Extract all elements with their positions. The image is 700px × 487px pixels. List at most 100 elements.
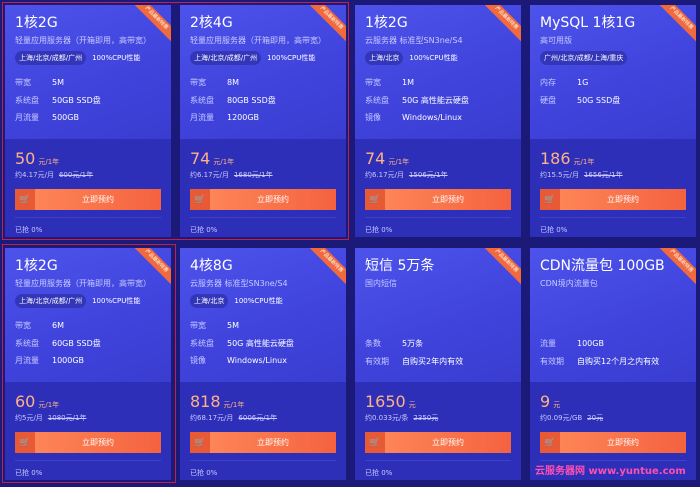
spec-row: 月流量 1200GB xyxy=(190,109,336,127)
price: 50 元/1年 xyxy=(15,149,161,168)
unit-price: 约6.17元/月 xyxy=(365,171,404,179)
sold-percent: 已抢 0% xyxy=(365,460,511,478)
spec-key: 系统盘 xyxy=(190,338,214,348)
product-grid: 1核2G 轻量应用服务器（开箱即用，高带宽） 上海/北京/成都/广州 100%CP… xyxy=(5,5,696,480)
spec-row: 有效期 自购买2年内有效 xyxy=(365,353,511,371)
spec-row: 镜像 Windows/Linux xyxy=(190,352,336,370)
price: 818 元/1年 xyxy=(190,392,336,411)
reserve-button[interactable]: 🛒 立即预约 xyxy=(365,432,511,453)
spec-key: 带宽 xyxy=(365,78,381,88)
spec-value: 1G xyxy=(577,78,589,88)
spec-row: 系统盘 50GB SSD盘 xyxy=(15,92,161,110)
spec-value: 1000GB xyxy=(52,356,85,366)
tag: 100%CPU性能 xyxy=(92,53,141,62)
card-bottom: 186 元/1年 约15.5元/月 1656元/1年 🛒 立即预约 已抢 0% xyxy=(530,139,696,235)
spec-key: 带宽 xyxy=(190,321,206,331)
spec-key: 有效期 xyxy=(365,356,389,366)
cart-icon: 🛒 xyxy=(190,432,210,453)
tag-row: 上海/北京/成都/广州 100%CPU性能 xyxy=(15,293,161,308)
tag-row: 上海/北京 100%CPU性能 xyxy=(190,293,336,308)
tag-row xyxy=(365,294,511,307)
spec-list: 带宽 6M 系统盘 60GB SSD盘 月流量 1000GB xyxy=(15,317,161,370)
sold-percent: 已抢 0% xyxy=(190,217,336,235)
cart-icon: 🛒 xyxy=(365,432,385,453)
price-unit: 元 xyxy=(553,401,561,409)
cart-icon: 🛒 xyxy=(540,189,560,210)
original-price: 1506元/1年 xyxy=(408,171,448,179)
price: 60 元/1年 xyxy=(15,392,161,411)
card-subtitle: CDN境内流量包 xyxy=(540,279,598,288)
unit-price: 约4.17元/月 xyxy=(15,171,54,179)
price-detail: 约6.17元/月 1680元/1年 xyxy=(190,170,336,180)
price-detail: 约6.17元/月 1506元/1年 xyxy=(365,170,511,180)
price-unit: 元/1年 xyxy=(38,158,60,166)
reserve-button[interactable]: 🛒 立即预约 xyxy=(15,432,161,453)
card-subtitle: 云服务器 标准型SN3ne/S4 xyxy=(190,279,288,288)
spec-key: 月流量 xyxy=(15,356,39,366)
original-price: 1680元/1年 xyxy=(233,171,273,179)
reserve-button[interactable]: 🛒 立即预约 xyxy=(540,432,686,453)
cart-icon: 🛒 xyxy=(365,189,385,210)
tag: 上海/北京 xyxy=(190,293,229,308)
card-top: 短信 5万条 国内短信 条数 5万条 有效期 自购买2年内有效 xyxy=(355,248,521,382)
spec-value: 5M xyxy=(52,78,64,88)
reserve-button[interactable]: 🛒 立即预约 xyxy=(15,189,161,210)
reserve-button[interactable]: 🛒 立即预约 xyxy=(190,432,336,453)
sold-percent: 已抢 0% xyxy=(190,460,336,478)
spec-value: 100GB xyxy=(577,339,604,349)
reserve-button-label: 立即预约 xyxy=(432,195,464,204)
card-bottom: 1650 元 约0.033元/条 2350元 🛒 立即预约 已抢 0% xyxy=(355,382,521,478)
reserve-button[interactable]: 🛒 立即预约 xyxy=(540,189,686,210)
spec-list: 带宽 8M 系统盘 80GB SSD盘 月流量 1200GB xyxy=(190,74,336,127)
price-detail: 约5元/月 1080元/1年 xyxy=(15,413,161,423)
spec-key: 月流量 xyxy=(190,113,214,123)
reserve-button-label: 立即预约 xyxy=(607,438,639,447)
spec-key: 带宽 xyxy=(15,78,31,88)
unit-price: 约0.09元/GB xyxy=(540,414,583,422)
spec-row: 带宽 5M xyxy=(190,317,336,335)
card-subtitle: 轻量应用服务器（开箱即用，高带宽） xyxy=(190,36,326,45)
tag-row: 上海/北京/成都/广州 100%CPU性能 xyxy=(15,50,161,65)
original-price: 1656元/1年 xyxy=(583,171,623,179)
card-top: 2核4G 轻量应用服务器（开箱即用，高带宽） 上海/北京/成都/广州 100%CP… xyxy=(180,5,346,139)
reserve-button[interactable]: 🛒 立即预约 xyxy=(365,189,511,210)
spec-value: 5万条 xyxy=(402,339,424,349)
cart-icon: 🛒 xyxy=(190,189,210,210)
spec-row: 条数 5万条 xyxy=(365,335,511,353)
spec-key: 系统盘 xyxy=(365,95,389,105)
price-unit: 元/1年 xyxy=(388,158,410,166)
tag: 上海/北京/成都/广州 xyxy=(15,50,87,65)
price-detail: 约68.17元/月 6006元/1年 xyxy=(190,413,336,423)
spec-value: 8M xyxy=(227,78,239,88)
spec-key: 带宽 xyxy=(15,321,31,331)
unit-price: 约0.033元/条 xyxy=(365,414,409,422)
card-top: 1核2G 轻量应用服务器（开箱即用，高带宽） 上海/北京/成都/广州 100%CP… xyxy=(5,5,171,139)
cart-icon: 🛒 xyxy=(540,432,560,453)
original-price: 6006元/1年 xyxy=(238,414,278,422)
price-value: 1650 xyxy=(365,392,406,411)
product-card: CDN流量包 100GB CDN境内流量包 流量 100GB 有效期 自购买12个月之… xyxy=(530,248,696,480)
card-title: 短信 5万条 xyxy=(365,258,435,274)
spec-value: Windows/Linux xyxy=(402,113,462,123)
card-subtitle: 云服务器 标准型SN3ne/S4 xyxy=(365,36,463,45)
product-card: 1核2G 轻量应用服务器（开箱即用，高带宽） 上海/北京/成都/广州 100%CP… xyxy=(5,248,171,480)
card-top: MySQL 1核1G 高可用版 广州/北京/成都/上海/重庆 内存 1G 硬盘 50G… xyxy=(530,5,696,139)
watermark: 云服务器网 www.yuntue.com xyxy=(535,466,686,477)
card-top: 1核2G 云服务器 标准型SN3ne/S4 上海/北京 100%CPU性能 带宽 1… xyxy=(355,5,521,139)
spec-row: 月流量 500GB xyxy=(15,109,161,127)
spec-value: 50G SSD盘 xyxy=(577,95,621,105)
price-value: 186 xyxy=(540,149,571,168)
spec-row: 系统盘 50G 高性能云硬盘 xyxy=(365,92,511,110)
spec-value: 500GB xyxy=(52,113,79,123)
spec-value: 50GB SSD盘 xyxy=(52,95,101,105)
original-price: 1080元/1年 xyxy=(47,414,87,422)
price-detail: 约0.033元/条 2350元 xyxy=(365,413,511,423)
spec-value: 5M xyxy=(227,321,239,331)
price-detail: 约4.17元/月 600元/1年 xyxy=(15,170,161,180)
card-title: CDN流量包 100GB xyxy=(540,258,665,274)
tag: 上海/北京 xyxy=(365,50,404,65)
spec-value: 50G 高性能云硬盘 xyxy=(402,95,469,105)
sold-percent: 已抢 0% xyxy=(15,217,161,235)
price-detail: 约15.5元/月 1656元/1年 xyxy=(540,170,686,180)
reserve-button[interactable]: 🛒 立即预约 xyxy=(190,189,336,210)
